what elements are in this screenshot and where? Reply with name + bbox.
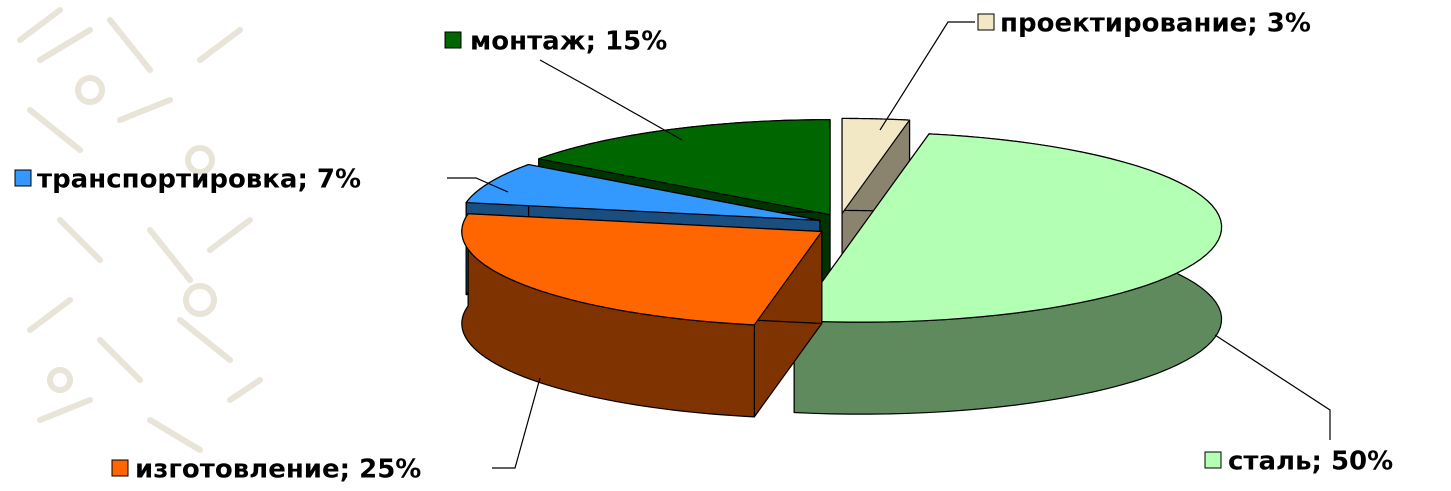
chart: проектирование; 3% сталь; 50% изготовление…	[0, 0, 1451, 491]
legend-swatch	[1205, 452, 1221, 468]
leader-line	[492, 378, 540, 468]
leader-line	[880, 22, 975, 130]
legend-swatch	[978, 14, 994, 30]
legend-swatch	[112, 460, 128, 476]
data-label: изготовление; 25%	[135, 455, 421, 485]
pie	[462, 118, 1222, 416]
data-label: сталь; 50%	[1228, 447, 1393, 477]
background-pattern	[20, 10, 260, 450]
legend-swatch	[445, 32, 461, 48]
page: проектирование; 3% сталь; 50% изготовление…	[0, 0, 1451, 491]
data-label: проектирование; 3%	[1000, 9, 1311, 39]
leader-line	[540, 60, 682, 140]
legend-swatch	[15, 170, 31, 186]
data-label: монтаж; 15%	[470, 27, 667, 57]
data-label: транспортировка; 7%	[37, 165, 361, 195]
leader-line	[1215, 335, 1330, 440]
